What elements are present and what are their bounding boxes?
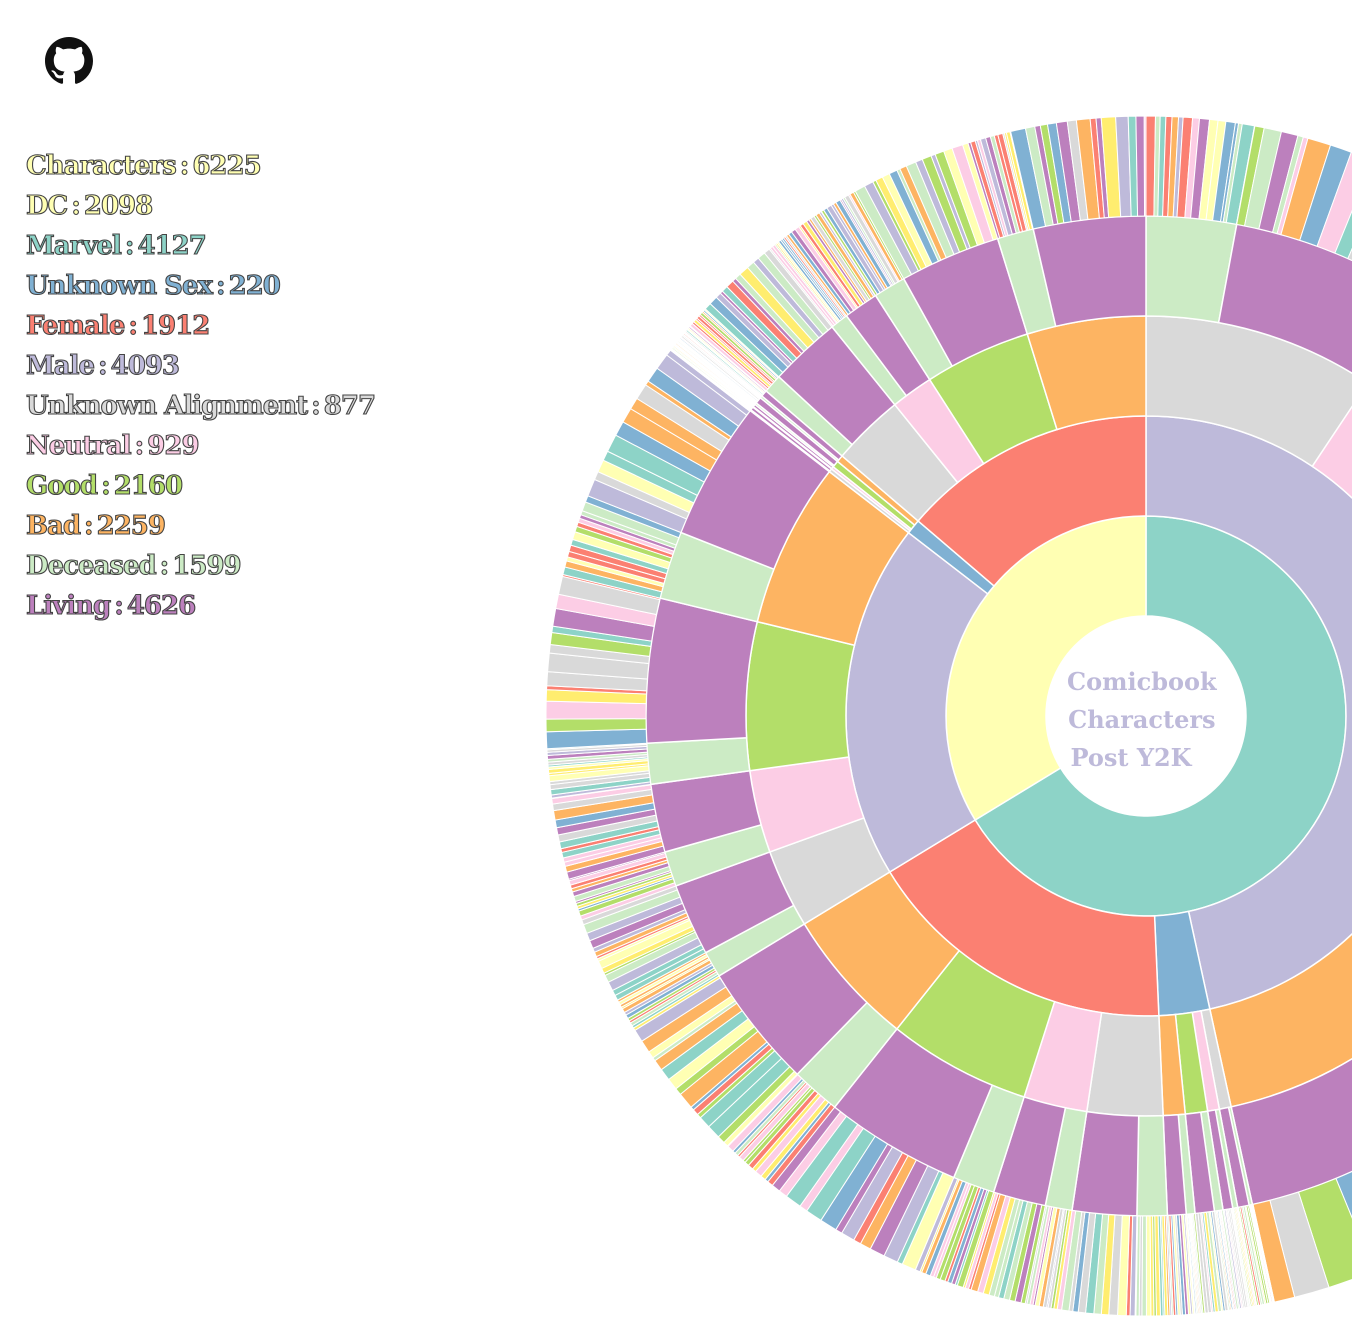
legend-label: Unknown Sex <box>25 270 213 301</box>
arc-character-name[interactable] <box>545 700 647 720</box>
legend-label: Male <box>25 350 95 381</box>
chart-title-line-2: Characters <box>1068 705 1215 734</box>
legend-value: 1599 <box>172 550 242 581</box>
legend-separator: : <box>98 350 109 381</box>
legend-item[interactable]: Female:1912 <box>25 306 375 346</box>
legend-label: Neutral <box>25 430 132 461</box>
arc-character-name[interactable] <box>1135 115 1146 217</box>
legend-label: Deceased <box>25 550 157 581</box>
legend-separator: : <box>101 470 112 501</box>
legend-item[interactable]: Good:2160 <box>25 466 375 506</box>
arc-character-name[interactable] <box>545 718 647 733</box>
legend-item[interactable]: Bad:2259 <box>25 506 375 546</box>
legend-separator: : <box>124 230 135 261</box>
legend-value: 2160 <box>113 470 183 501</box>
legend-label: Good <box>25 470 98 501</box>
legend-separator: : <box>114 590 125 621</box>
github-icon <box>45 37 93 84</box>
legend-item[interactable]: Male:4093 <box>25 346 375 386</box>
legend-item[interactable]: Unknown Sex:220 <box>25 266 375 306</box>
legend-value: 4127 <box>137 230 207 261</box>
legend-label: DC <box>25 190 68 221</box>
legend-value: 1912 <box>140 310 210 341</box>
legend-label: Bad <box>25 510 81 541</box>
arc-living[interactable] <box>645 597 759 745</box>
chart-title-line-3: Post Y2K <box>1070 743 1192 772</box>
arc-character-name[interactable] <box>1145 1215 1152 1317</box>
center-hole <box>1046 616 1246 816</box>
legend-value: 220 <box>228 270 281 301</box>
legend-value: 4626 <box>126 590 196 621</box>
legend-label: Living <box>25 590 111 621</box>
legend: Characters:6225 DC:2098 Marvel:4127 Unknown… <box>25 146 376 626</box>
legend-separator: : <box>83 510 94 541</box>
legend-separator: : <box>311 390 322 421</box>
legend-separator: : <box>71 190 82 221</box>
legend-item[interactable]: Living:4626 <box>25 586 375 626</box>
chart-title-line-1: Comicbook <box>1067 667 1218 696</box>
legend-separator: : <box>128 310 139 341</box>
legend-label: Unknown Alignment <box>25 390 308 421</box>
legend-item[interactable]: Deceased:1599 <box>25 546 375 586</box>
legend-item[interactable]: Unknown Alignment:877 <box>25 386 376 426</box>
arc-neutral[interactable] <box>1311 383 1352 546</box>
sunburst-arcs[interactable] <box>545 115 1352 1317</box>
arc-good[interactable] <box>745 620 856 772</box>
legend-value: 6225 <box>192 150 262 181</box>
github-link[interactable] <box>45 37 93 85</box>
legend-separator: : <box>134 430 145 461</box>
legend-separator: : <box>159 550 170 581</box>
legend-label: Characters <box>25 150 177 181</box>
legend-separator: : <box>179 150 190 181</box>
legend-value: 877 <box>323 390 376 421</box>
legend-label: Female <box>25 310 125 341</box>
legend-label: Marvel <box>25 230 122 261</box>
arc-character-name[interactable] <box>1143 115 1147 217</box>
legend-item[interactable]: Characters:6225 <box>25 146 375 186</box>
arc-character-name[interactable] <box>1347 167 1352 263</box>
arc-deceased[interactable] <box>1136 1114 1169 1217</box>
legend-item[interactable]: Neutral:929 <box>25 426 375 466</box>
legend-item[interactable]: DC:2098 <box>25 186 375 226</box>
legend-item[interactable]: Marvel:4127 <box>25 226 375 266</box>
legend-value: 929 <box>147 430 200 461</box>
chart-title: Comicbook Characters Post Y2K <box>1067 667 1225 772</box>
legend-value: 2259 <box>96 510 166 541</box>
legend-value: 2098 <box>83 190 153 221</box>
legend-value: 4093 <box>110 350 180 381</box>
legend-separator: : <box>215 270 226 301</box>
